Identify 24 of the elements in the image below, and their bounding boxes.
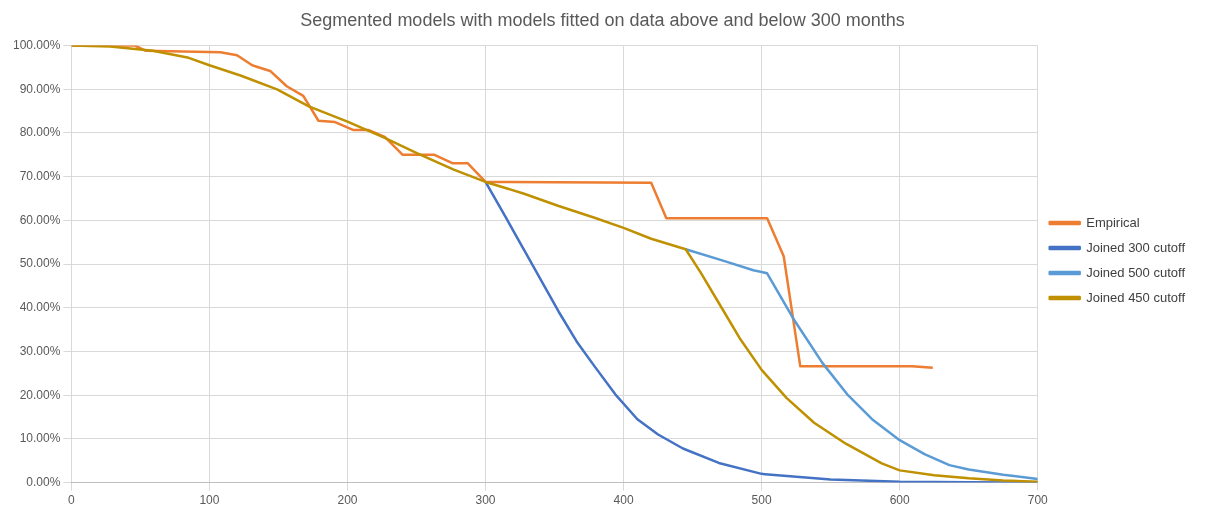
legend-label: Joined 450 cutoff: [1086, 289, 1186, 305]
legend-label: Joined 500 cutoff: [1086, 264, 1186, 280]
legend-label: Empirical: [1086, 214, 1140, 230]
x-tick-label: 700: [1027, 493, 1049, 508]
y-tick-label: 100.00%: [13, 37, 61, 52]
y-tick-label: 0.00%: [26, 474, 61, 489]
y-tick-label: 90.00%: [19, 81, 61, 96]
y-tick-label: 60.00%: [19, 212, 61, 227]
x-tick-label: 200: [337, 493, 358, 508]
y-tick-label: 10.00%: [19, 431, 61, 446]
y-tick-label: 70.00%: [19, 169, 61, 184]
chart-title: Segmented models with models fitted on data above and below 300 months: [300, 9, 905, 30]
x-tick-label: 100: [199, 493, 220, 508]
y-tick-label: 80.00%: [19, 125, 61, 140]
y-tick-label: 30.00%: [19, 343, 61, 358]
x-tick-label: 500: [751, 493, 772, 508]
x-tick-label: 300: [475, 493, 496, 508]
y-tick-label: 20.00%: [19, 387, 61, 402]
x-tick-label: 0: [68, 493, 76, 508]
x-tick-label: 400: [613, 493, 634, 508]
y-tick-label: 50.00%: [19, 256, 61, 271]
legend-label: Joined 300 cutoff: [1086, 239, 1186, 255]
x-tick-label: 600: [889, 493, 910, 508]
y-tick-label: 40.00%: [19, 300, 61, 315]
